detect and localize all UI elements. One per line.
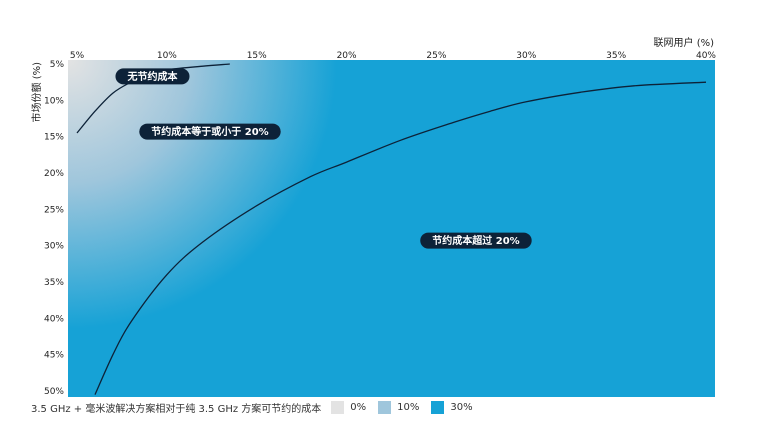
y-axis-title: 市场份额 (%) <box>30 62 43 123</box>
legend-item-0: 0% <box>331 400 367 414</box>
legend-item-10: 10% <box>378 400 420 414</box>
y-tick-40: 40% <box>44 314 64 324</box>
x-tick-20: 20% <box>337 51 357 61</box>
region-label-0: 无节约成本 <box>115 68 190 85</box>
legend-swatch-30 <box>431 400 445 414</box>
x-axis-title: 联网用户 (%) <box>654 36 715 49</box>
region-label-bg-2 <box>420 232 532 249</box>
legend-label-30: 30% <box>450 401 473 413</box>
x-tick-15: 15% <box>247 51 267 61</box>
y-tick-50: 50% <box>44 387 64 397</box>
x-tick-30: 30% <box>516 51 536 61</box>
legend-swatch-10 <box>378 400 392 414</box>
region-label-bg-1 <box>139 123 281 140</box>
legend-label-0: 0% <box>350 401 367 413</box>
legend-swatch-0 <box>331 400 345 414</box>
y-tick-20: 20% <box>44 169 64 179</box>
y-tick-30: 30% <box>44 242 64 252</box>
y-tick-15: 15% <box>44 133 64 143</box>
region-label-bg-0 <box>115 68 190 85</box>
y-tick-5: 5% <box>50 60 65 70</box>
y-tick-35: 35% <box>44 278 64 288</box>
x-tick-5: 5% <box>70 51 85 61</box>
legend: 3.5 GHz + 毫米波解决方案相对于纯 3.5 GHz 方案可节约的成本 0… <box>31 399 485 415</box>
region-label-2: 节约成本超过 20% <box>420 232 532 249</box>
region-label-1: 节约成本等于或小于 20% <box>139 123 281 140</box>
legend-title: 3.5 GHz + 毫米波解决方案相对于纯 3.5 GHz 方案可节约的成本 <box>31 403 322 415</box>
x-tick-25: 25% <box>426 51 446 61</box>
y-tick-25: 25% <box>44 205 64 215</box>
legend-item-30: 30% <box>431 400 473 414</box>
x-tick-35: 35% <box>606 51 626 61</box>
x-tick-40: 40% <box>696 51 716 61</box>
x-tick-10: 10% <box>157 51 177 61</box>
legend-label-10: 10% <box>397 401 420 413</box>
heatmap-area <box>68 60 715 397</box>
y-tick-10: 10% <box>44 96 64 106</box>
region-label-text-1: 节约成本等于或小于 20% <box>151 125 268 138</box>
threshold-curve-1 <box>94 81 707 395</box>
region-label-text-2: 节约成本超过 20% <box>432 234 519 247</box>
region-label-text-0: 无节约成本 <box>126 70 178 83</box>
y-tick-45: 45% <box>44 351 64 361</box>
